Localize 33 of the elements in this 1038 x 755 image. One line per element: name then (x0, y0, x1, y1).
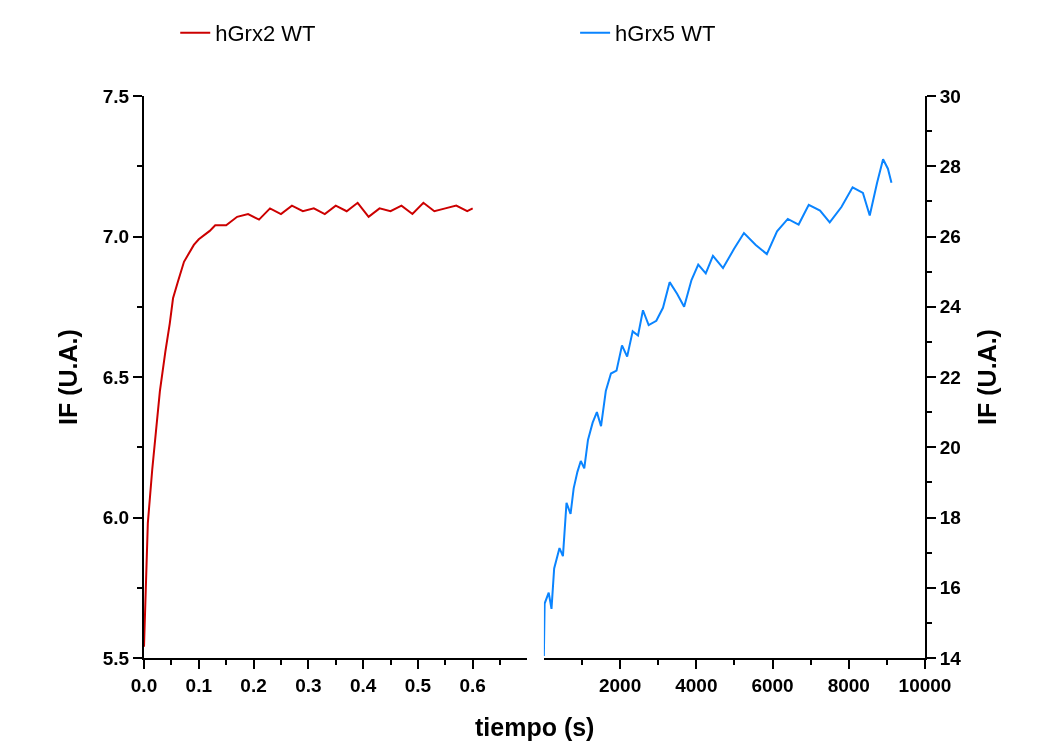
x-axis-title: tiempo (s) (475, 713, 595, 741)
y2-tick-label: 14 (939, 647, 962, 669)
y2-tick-label: 24 (939, 296, 962, 318)
y-axis-title: IF (U.A.) (54, 329, 83, 425)
y-tick-label: 5.5 (102, 647, 130, 669)
x-tick-label: 0.5 (404, 674, 432, 696)
legend-label: hGrx2 WT (215, 21, 316, 47)
y2-tick-label: 16 (939, 577, 961, 599)
y2-tick-label: 18 (939, 507, 961, 529)
x-tick-label: 0.6 (459, 674, 486, 696)
x-tick-label: 0.3 (295, 674, 322, 696)
x-tick-label: 0.1 (185, 674, 213, 696)
y-tick-label: 7.0 (102, 226, 130, 248)
x-tick-label: 0.4 (349, 674, 377, 696)
y-tick-label: 6.5 (102, 366, 130, 388)
y2-tick-label: 26 (939, 226, 961, 248)
line-series (543, 158, 893, 657)
y2-tick-label: 30 (939, 85, 961, 107)
x-tick-label: 6000 (751, 674, 794, 696)
x-tick-label: 8000 (827, 674, 870, 696)
line-series (144, 201, 474, 648)
y2-axis-title: IF (U.A.) (972, 329, 1001, 425)
y-tick-label: 7.5 (102, 85, 130, 107)
x-tick-label: 0.0 (130, 674, 158, 696)
y2-tick-label: 22 (939, 366, 961, 388)
x-tick-label: 0.2 (240, 674, 267, 696)
y2-tick-label: 28 (939, 155, 961, 177)
y-tick-label: 6.0 (102, 507, 130, 529)
y2-tick-label: 20 (939, 436, 961, 458)
legend-label: hGrx5 WT (615, 21, 716, 47)
x-tick-label: 4000 (675, 674, 718, 696)
x-tick-label: 10000 (898, 674, 952, 696)
x-tick-label: 2000 (598, 674, 642, 696)
